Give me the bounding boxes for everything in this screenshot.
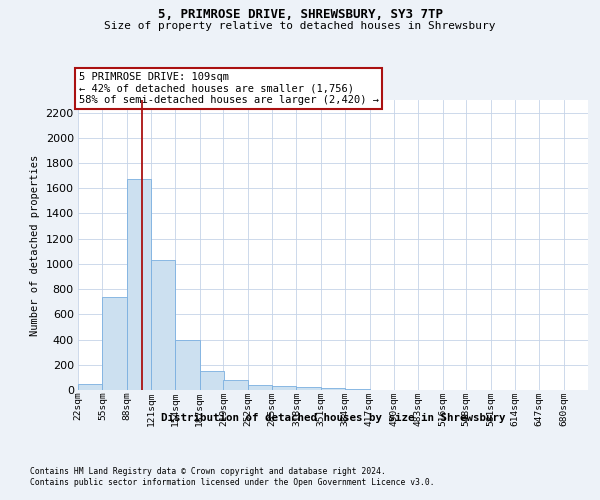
Y-axis label: Number of detached properties: Number of detached properties — [30, 154, 40, 336]
Bar — [127, 180, 151, 390]
Text: 5 PRIMROSE DRIVE: 109sqm
← 42% of detached houses are smaller (1,756)
58% of sem: 5 PRIMROSE DRIVE: 109sqm ← 42% of detach… — [79, 72, 379, 105]
Text: 5, PRIMROSE DRIVE, SHREWSBURY, SY3 7TP: 5, PRIMROSE DRIVE, SHREWSBURY, SY3 7TP — [157, 8, 443, 20]
Bar — [78, 384, 103, 390]
Text: Size of property relative to detached houses in Shrewsbury: Size of property relative to detached ho… — [104, 21, 496, 31]
Bar — [321, 388, 345, 390]
Text: Distribution of detached houses by size in Shrewsbury: Distribution of detached houses by size … — [161, 412, 505, 422]
Bar — [223, 380, 248, 390]
Text: Contains HM Land Registry data © Crown copyright and database right 2024.: Contains HM Land Registry data © Crown c… — [30, 468, 386, 476]
Bar — [200, 371, 224, 390]
Bar — [248, 385, 272, 390]
Bar — [103, 296, 127, 390]
Bar — [272, 386, 296, 390]
Bar — [296, 388, 321, 390]
Text: Contains public sector information licensed under the Open Government Licence v3: Contains public sector information licen… — [30, 478, 434, 487]
Bar — [175, 340, 200, 390]
Bar — [151, 260, 175, 390]
